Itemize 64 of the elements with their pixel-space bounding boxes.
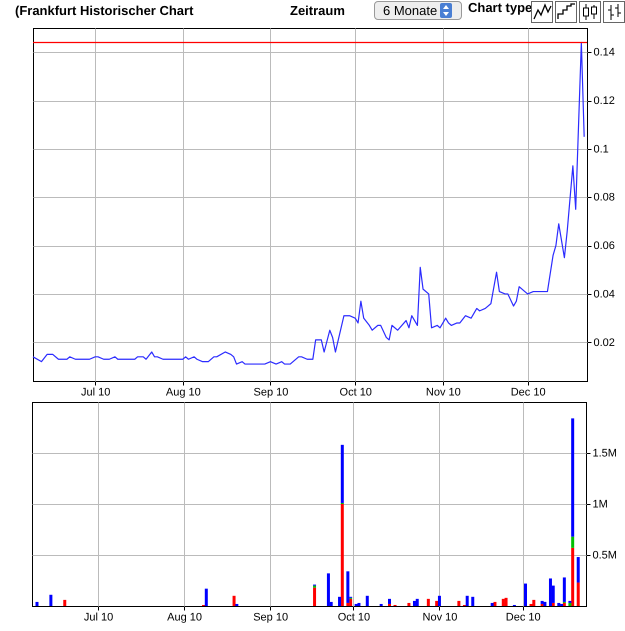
x-tick-label: Oct 10 — [340, 386, 372, 398]
y-tick-label: 0.12 — [594, 95, 615, 108]
x-tick-label: Sep 10 — [253, 612, 288, 624]
y-tick-label: 1M — [592, 498, 608, 510]
bar — [426, 598, 430, 606]
bar — [357, 602, 360, 606]
line-series — [32, 42, 585, 365]
x-tick-label: Aug 10 — [167, 612, 202, 624]
bar — [571, 418, 574, 537]
x-tick-label: Nov 10 — [426, 386, 461, 398]
bar — [504, 598, 508, 606]
bar — [346, 571, 350, 603]
bar — [366, 596, 369, 606]
bar — [471, 596, 474, 606]
bar — [340, 504, 344, 606]
bar — [435, 600, 438, 606]
bar — [457, 600, 460, 606]
x-tick-label: Sep 10 — [253, 386, 288, 398]
bar — [571, 536, 574, 548]
bar — [562, 602, 566, 606]
x-tick-label: Jul 10 — [81, 386, 110, 398]
bar — [63, 600, 66, 606]
text: Zeitraum — [290, 3, 345, 18]
bar — [466, 596, 469, 606]
bar — [416, 598, 419, 606]
bar — [543, 602, 546, 606]
y-tick-label: 0.04 — [594, 288, 615, 300]
y-tick-label: 0.08 — [594, 192, 615, 204]
bar — [568, 602, 572, 606]
bar — [532, 600, 536, 606]
bar — [540, 600, 544, 604]
text: 6 Monate — [374, 1, 462, 20]
bar — [571, 548, 574, 606]
y-tick-label: 0.5M — [592, 550, 617, 562]
bar — [490, 602, 494, 606]
bar — [49, 594, 52, 606]
y-tick-label: 0.14 — [594, 46, 615, 59]
y-tick-label: 1.5M — [592, 448, 617, 460]
bar — [562, 577, 566, 602]
bar — [438, 596, 441, 606]
x-tick-label: Aug 10 — [166, 386, 201, 398]
bar — [407, 602, 410, 606]
bar — [524, 584, 527, 606]
bar — [204, 588, 208, 606]
x-tick-label: Oct 10 — [338, 612, 370, 624]
bar — [338, 596, 342, 606]
bar — [493, 602, 496, 606]
x-tick-label: Dec 10 — [506, 612, 541, 624]
bar — [232, 596, 236, 606]
bar — [340, 444, 344, 503]
bar — [326, 573, 330, 606]
bar — [36, 602, 38, 606]
y-tick-label: 0.02 — [594, 336, 615, 349]
chart-title: (Frankfurt Historischer Chart — [15, 3, 194, 18]
bar — [576, 557, 580, 583]
x-tick-label: Dec 10 — [510, 386, 546, 398]
bar — [313, 588, 316, 606]
x-tick-label: Nov 10 — [422, 612, 458, 624]
y-tick-label: 0.1 — [594, 143, 609, 156]
bar — [388, 598, 391, 604]
y-tick-label: 0.06 — [594, 240, 615, 252]
x-tick-label: Jul 10 — [84, 612, 114, 624]
bar — [576, 582, 580, 606]
text: Chart type — [468, 0, 532, 15]
